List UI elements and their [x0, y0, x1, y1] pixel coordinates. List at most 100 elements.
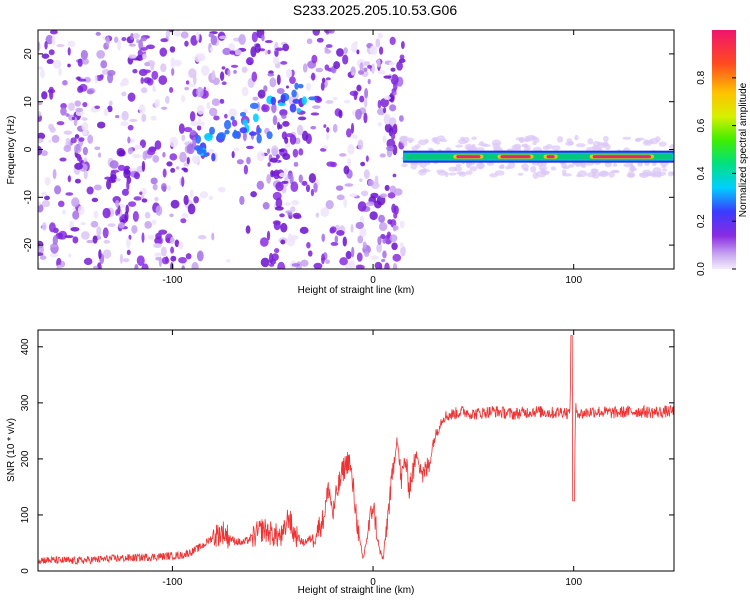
spectrogram-scatter-point: [141, 53, 147, 60]
spectrogram-scatter-point: [292, 148, 299, 158]
spectrogram-scatter-point: [269, 77, 277, 88]
spectrogram-scatter-point: [284, 168, 288, 173]
spectrogram-scatter-point: [160, 63, 167, 73]
spectrogram-scatter-point: [282, 43, 290, 52]
spectrogram-scatter-point: [291, 199, 300, 206]
spectrogram-scatter-point: [170, 167, 176, 173]
spectrogram-scatter-point: [326, 127, 330, 133]
spectrogram-scatter-point: [245, 225, 251, 234]
spectrogram-scatter-point: [325, 77, 331, 81]
spectrogram-scatter-point: [290, 206, 296, 213]
spectrogram-scatter-point: [191, 262, 199, 269]
spectrogram-scatter-point: [48, 139, 52, 144]
spectrogram-scatter-point: [387, 192, 396, 199]
spectrogram-scatter-point: [315, 67, 324, 73]
spectrogram-scatter-point: [278, 172, 288, 178]
spectrogram-cluster-point: [201, 149, 207, 154]
spectrogram-scatter-point: [39, 255, 47, 260]
spectrogram-scatter-point: [38, 138, 44, 144]
spectrogram-scatter-point: [324, 46, 329, 52]
spectrogram-scatter-point: [110, 174, 117, 183]
spectrogram-band-halo: [565, 141, 574, 146]
spectrogram-scatter-point: [392, 253, 402, 262]
spectrogram-scatter-point: [123, 168, 131, 179]
spectrogram-scatter-point: [208, 195, 214, 201]
spectrogram-scatter-point: [196, 125, 202, 131]
spectrogram-scatter-point: [82, 101, 88, 108]
spectrogram-scatter-point: [130, 32, 134, 41]
spectrogram-scatter-point: [377, 122, 382, 127]
spectrogram-scatter-point: [58, 235, 64, 240]
spectrogram-scatter-point: [151, 70, 159, 80]
spectrogram-scatter-point: [78, 137, 85, 142]
spectrogram-scatter-point: [377, 99, 382, 109]
spectrogram-band-halo: [661, 164, 667, 169]
spectrogram-scatter-point: [259, 237, 269, 247]
spectrogram-scatter-point: [125, 204, 130, 214]
spectrogram-scatter-point: [181, 176, 185, 188]
spectrogram-scatter-point: [169, 86, 174, 93]
spectrogram-cluster-point: [204, 132, 213, 142]
spectrogram-band-halo: [419, 161, 427, 168]
spectrogram-scatter-point: [386, 145, 395, 152]
spectrogram-scatter-point: [178, 123, 185, 134]
spectrogram-scatter-point: [198, 235, 207, 240]
spectrogram-scatter-point: [103, 108, 109, 117]
spectrogram-scatter-point: [273, 220, 281, 231]
spectrogram-scatter-point: [152, 84, 156, 92]
spectrogram-scatter-point: [374, 175, 379, 184]
spectrogram-scatter-point: [390, 67, 396, 72]
spectrogram-y-tick-label: -10: [23, 190, 34, 205]
spectrogram-band-halo: [658, 141, 667, 147]
spectrogram-band-halo: [469, 165, 478, 172]
spectrogram-scatter-point: [316, 37, 324, 43]
spectrogram-scatter-point: [70, 226, 80, 232]
spectrogram-scatter-point: [264, 50, 268, 56]
snr-y-tick-label: 400: [20, 338, 31, 355]
spectrogram-scatter-point: [169, 153, 178, 161]
spectrogram-scatter-point: [132, 210, 139, 222]
spectrogram-scatter-point: [307, 250, 313, 257]
spectrogram-scatter-point: [339, 153, 347, 157]
spectrogram-scatter-point: [184, 40, 189, 47]
spectrogram-scatter-point: [183, 126, 193, 133]
spectrogram-scatter-point: [391, 242, 398, 251]
spectrogram-scatter-point: [306, 241, 311, 249]
spectrogram-scatter-point: [377, 32, 384, 39]
spectrogram-scatter-point: [181, 134, 186, 142]
spectrogram-scatter-point: [199, 191, 209, 199]
spectrogram-scatter-point: [38, 66, 44, 70]
spectrogram-scatter-point: [108, 100, 113, 107]
spectrogram-scatter-point: [52, 59, 62, 69]
snr-y-tick-label: 200: [20, 450, 31, 467]
spectrogram-scatter-point: [211, 98, 220, 107]
spectrogram-band-halo: [455, 144, 463, 148]
spectrogram-band-halo: [401, 163, 408, 168]
spectrogram-band-halo: [411, 145, 419, 151]
spectrogram-x-axis-label: Height of straight line (km): [298, 285, 415, 296]
spectrogram-scatter-point: [61, 209, 66, 215]
spectrogram-scatter-point: [133, 144, 143, 150]
spectrogram-y-tick-label: -20: [23, 237, 34, 252]
spectrogram-x-tick-label: -100: [162, 275, 182, 286]
spectrogram-scatter-point: [78, 156, 83, 164]
spectrogram-band-halo: [463, 136, 470, 143]
spectrogram-scatter-point: [186, 157, 190, 165]
spectrogram-scatter-point: [82, 129, 88, 136]
spectrogram-scatter-point: [174, 239, 180, 248]
spectrogram-scatter-point: [162, 151, 166, 158]
spectrogram-scatter-point: [379, 263, 383, 269]
spectrogram-band-halo: [408, 139, 413, 144]
spectrogram-scatter-point: [281, 114, 287, 119]
spectrogram-band-halo: [566, 138, 573, 144]
spectrogram-scatter-point: [310, 188, 315, 197]
spectrogram-scatter-point: [171, 68, 175, 76]
spectrogram-scatter-point: [238, 34, 246, 46]
spectrogram-scatter-point: [217, 186, 226, 193]
spectrogram-scatter-point: [158, 75, 168, 85]
spectrogram-band-halo: [662, 168, 668, 172]
spectrogram-scatter-point: [48, 222, 56, 233]
spectrogram-cluster-point: [194, 145, 203, 151]
spectrogram-scatter-point: [52, 235, 58, 246]
spectrogram-scatter-point: [133, 196, 142, 201]
